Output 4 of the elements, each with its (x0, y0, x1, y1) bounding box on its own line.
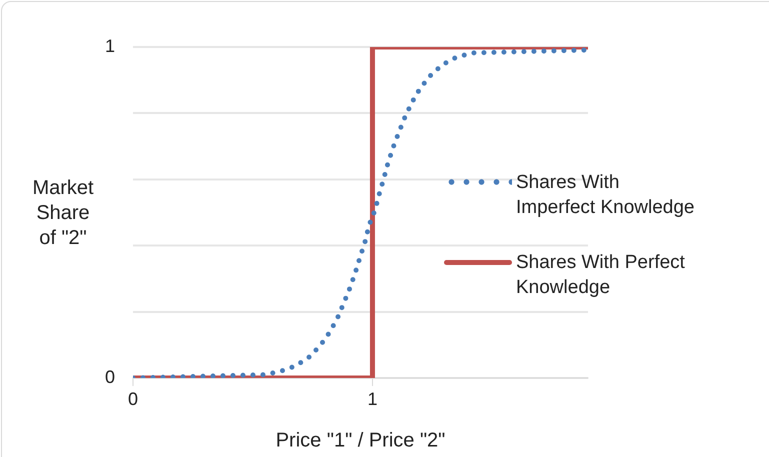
legend-label: Shares With Perfect Knowledge (516, 251, 686, 300)
legend-label: Shares With Imperfect Knowledge (516, 171, 696, 220)
y-axis-title: Market Share of "2" (31, 176, 95, 251)
x-axis-title: Price "1" / Price "2" (276, 430, 446, 452)
